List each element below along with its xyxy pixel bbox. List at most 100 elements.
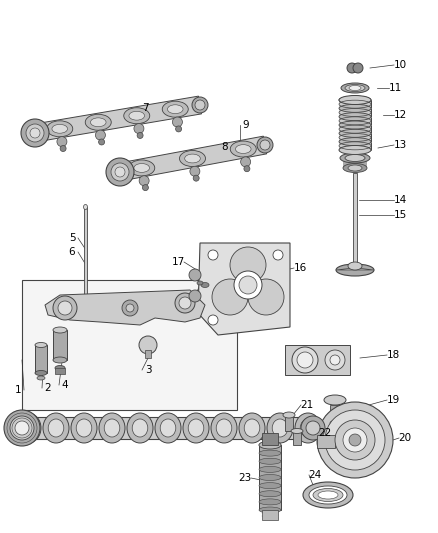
- Circle shape: [240, 157, 251, 167]
- Ellipse shape: [259, 474, 281, 481]
- Ellipse shape: [259, 466, 281, 472]
- Circle shape: [306, 421, 320, 435]
- Ellipse shape: [160, 419, 176, 437]
- Ellipse shape: [324, 395, 346, 405]
- Ellipse shape: [259, 507, 281, 513]
- Ellipse shape: [283, 412, 295, 418]
- Circle shape: [244, 166, 250, 172]
- Ellipse shape: [339, 104, 371, 112]
- Ellipse shape: [303, 482, 353, 508]
- Circle shape: [239, 276, 257, 294]
- Ellipse shape: [141, 342, 155, 348]
- Circle shape: [193, 175, 199, 181]
- Bar: [84, 207, 87, 302]
- Bar: [262, 433, 278, 445]
- Text: 24: 24: [308, 470, 321, 480]
- Ellipse shape: [76, 419, 92, 437]
- Circle shape: [212, 279, 248, 315]
- Text: 19: 19: [386, 395, 399, 405]
- Text: 20: 20: [399, 433, 412, 443]
- Circle shape: [106, 158, 134, 186]
- Ellipse shape: [348, 262, 362, 270]
- Circle shape: [137, 133, 143, 139]
- Text: 23: 23: [238, 473, 251, 483]
- Circle shape: [343, 428, 367, 452]
- Circle shape: [301, 416, 325, 440]
- Bar: [285, 415, 293, 431]
- Ellipse shape: [37, 376, 45, 380]
- Bar: [353, 173, 357, 268]
- Circle shape: [115, 167, 125, 177]
- Ellipse shape: [85, 114, 111, 130]
- Circle shape: [192, 97, 208, 113]
- Ellipse shape: [339, 130, 371, 138]
- Circle shape: [4, 410, 40, 446]
- Circle shape: [176, 126, 182, 132]
- Ellipse shape: [300, 419, 316, 437]
- Ellipse shape: [259, 458, 281, 464]
- Text: 11: 11: [389, 83, 402, 93]
- Ellipse shape: [259, 482, 281, 489]
- Circle shape: [139, 176, 149, 185]
- Ellipse shape: [339, 96, 371, 104]
- Ellipse shape: [267, 413, 293, 443]
- Polygon shape: [198, 243, 290, 335]
- Circle shape: [190, 166, 200, 176]
- Ellipse shape: [291, 429, 303, 433]
- Circle shape: [208, 315, 218, 325]
- Ellipse shape: [15, 413, 41, 443]
- Ellipse shape: [230, 141, 256, 157]
- Circle shape: [257, 137, 273, 153]
- Ellipse shape: [313, 489, 343, 502]
- Circle shape: [30, 128, 40, 138]
- Circle shape: [317, 402, 393, 478]
- Ellipse shape: [259, 450, 281, 456]
- Circle shape: [292, 347, 318, 373]
- Polygon shape: [317, 435, 335, 448]
- Bar: [330, 405, 340, 423]
- Polygon shape: [33, 96, 201, 142]
- Bar: [262, 510, 278, 520]
- Ellipse shape: [295, 413, 321, 443]
- Ellipse shape: [309, 486, 347, 504]
- Ellipse shape: [35, 370, 47, 376]
- Ellipse shape: [84, 300, 88, 304]
- Circle shape: [53, 296, 77, 320]
- Ellipse shape: [129, 111, 145, 120]
- Text: 17: 17: [171, 257, 185, 267]
- Text: 22: 22: [318, 428, 332, 438]
- Circle shape: [349, 434, 361, 446]
- Ellipse shape: [259, 442, 281, 448]
- Ellipse shape: [348, 165, 362, 171]
- Ellipse shape: [53, 327, 67, 333]
- Text: 13: 13: [393, 140, 406, 150]
- Ellipse shape: [239, 413, 265, 443]
- Circle shape: [57, 136, 67, 147]
- Ellipse shape: [52, 124, 67, 133]
- Ellipse shape: [259, 499, 281, 505]
- Ellipse shape: [132, 419, 148, 437]
- Ellipse shape: [336, 264, 374, 276]
- Text: 1: 1: [15, 385, 21, 395]
- Ellipse shape: [339, 138, 371, 146]
- Text: 18: 18: [386, 350, 399, 360]
- Circle shape: [142, 184, 148, 191]
- Circle shape: [95, 130, 106, 140]
- Ellipse shape: [345, 155, 365, 161]
- Text: 10: 10: [393, 60, 406, 70]
- Ellipse shape: [167, 105, 183, 114]
- Ellipse shape: [104, 419, 120, 437]
- Ellipse shape: [348, 64, 362, 72]
- Text: 5: 5: [69, 233, 75, 243]
- Bar: [343, 158, 367, 168]
- Ellipse shape: [272, 419, 288, 437]
- Circle shape: [175, 293, 195, 313]
- Ellipse shape: [340, 153, 370, 163]
- Circle shape: [99, 139, 105, 145]
- Ellipse shape: [43, 413, 69, 443]
- Text: 3: 3: [145, 365, 151, 375]
- Ellipse shape: [155, 413, 181, 443]
- Text: 2: 2: [45, 383, 51, 393]
- Circle shape: [26, 124, 44, 142]
- Bar: [22, 280, 237, 410]
